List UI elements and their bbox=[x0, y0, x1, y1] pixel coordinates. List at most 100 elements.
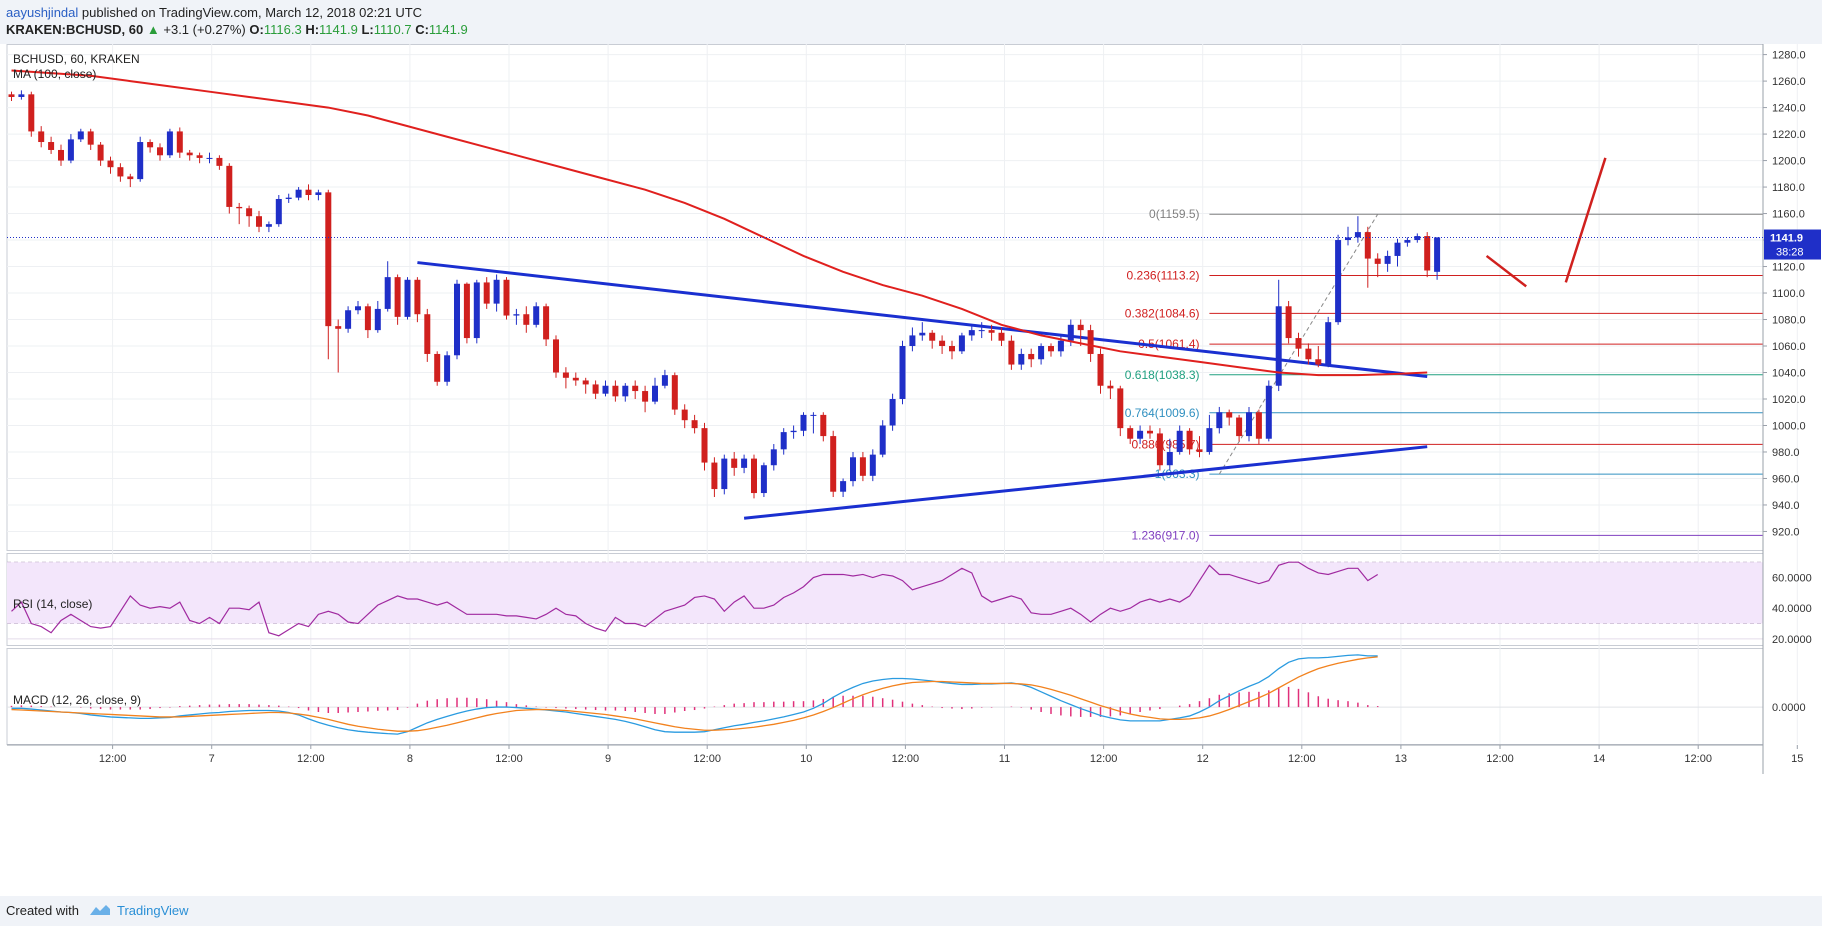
candle-body bbox=[1315, 359, 1322, 365]
candle-body bbox=[483, 282, 490, 304]
candle-body bbox=[1137, 430, 1144, 439]
candle-body bbox=[384, 277, 391, 309]
trendlines bbox=[417, 261, 1428, 520]
candle-body bbox=[404, 279, 411, 317]
candle-body bbox=[889, 398, 896, 426]
candle-body bbox=[1265, 385, 1272, 439]
candle-body bbox=[1374, 258, 1381, 264]
candle-body bbox=[1107, 385, 1114, 389]
candle-body bbox=[1117, 388, 1124, 429]
candle-body bbox=[958, 335, 965, 352]
candle-body bbox=[1206, 428, 1213, 452]
low-label: L: bbox=[361, 22, 374, 37]
last-price-badge bbox=[1764, 229, 1821, 260]
candle-body bbox=[562, 372, 569, 378]
candle-body bbox=[701, 428, 708, 463]
author-link[interactable]: aayushjindal bbox=[6, 5, 79, 20]
candle-body bbox=[1216, 412, 1223, 429]
time-tick-label: 12:00 bbox=[495, 753, 523, 765]
rsi-tick-label: 60.0000 bbox=[1772, 573, 1812, 585]
fib-level-label: 1.236(917.0) bbox=[1131, 528, 1199, 542]
candle-body bbox=[820, 414, 827, 437]
candle-body bbox=[275, 198, 282, 225]
axes: 920.0 940.0 960.0 980.0 1000.0 1020.0 1040.0 10… bbox=[7, 44, 1821, 774]
candle-body bbox=[1008, 340, 1015, 365]
candle-body bbox=[176, 131, 183, 153]
price-tick-label: 1000.0 bbox=[1772, 420, 1806, 432]
candle-body bbox=[48, 142, 55, 150]
candle-body bbox=[1414, 236, 1421, 241]
time-tick-label: 14 bbox=[1593, 753, 1605, 765]
candle-body bbox=[543, 306, 550, 340]
time-tick-label: 12:00 bbox=[892, 753, 920, 765]
candle-body bbox=[1067, 324, 1074, 341]
time-tick-label: 7 bbox=[209, 753, 215, 765]
price-tick-label: 1280.0 bbox=[1772, 50, 1806, 62]
chart-area[interactable]: 0(1159.5)0.236(1113.2)0.382(1084.6)0.5(1… bbox=[0, 44, 1822, 896]
price-tick-label: 1120.0 bbox=[1772, 262, 1805, 274]
candle-body bbox=[622, 385, 629, 397]
fib-level-label: 0.618(1038.3) bbox=[1125, 368, 1200, 382]
candle-body bbox=[830, 436, 837, 492]
time-tick-label: 13 bbox=[1395, 753, 1407, 765]
candle-body bbox=[216, 157, 223, 166]
candle-body bbox=[553, 339, 559, 373]
last-price-label: 1141.9 bbox=[1770, 233, 1803, 245]
candle-body bbox=[1255, 412, 1262, 439]
candle-body bbox=[1364, 232, 1371, 259]
candle-body bbox=[899, 346, 906, 399]
candle-body bbox=[523, 314, 530, 325]
symbol-label: KRAKEN:BCHUSD, 60 bbox=[6, 22, 144, 37]
candle-body bbox=[572, 377, 579, 381]
time-tick-label: 12:00 bbox=[1090, 753, 1118, 765]
time-tick-label: 9 bbox=[605, 753, 611, 765]
candle-body bbox=[661, 375, 668, 386]
candle-body bbox=[166, 131, 173, 156]
rsi-band bbox=[7, 562, 1763, 624]
candle-body bbox=[800, 414, 807, 431]
candle-body bbox=[790, 430, 797, 433]
candle-body bbox=[58, 149, 64, 161]
candle-body bbox=[681, 409, 688, 421]
candle-body bbox=[355, 306, 361, 311]
time-tick-label: 8 bbox=[407, 753, 413, 765]
candle-body bbox=[1087, 330, 1094, 354]
tradingview-logo-icon bbox=[90, 905, 110, 915]
trendline bbox=[417, 261, 1428, 378]
candle-body bbox=[1048, 346, 1054, 352]
close-label: C: bbox=[415, 22, 429, 37]
candle-body bbox=[1275, 306, 1282, 386]
candle-body bbox=[1404, 240, 1411, 243]
footer-bar: Created with TradingView bbox=[0, 896, 1822, 926]
price-tick-label: 1100.0 bbox=[1772, 288, 1805, 300]
open-value: 1116.3 bbox=[263, 22, 302, 37]
ohlc-line: KRAKEN:BCHUSD, 60 ▲ +3.1 (+0.27%) O:1116… bbox=[6, 22, 468, 37]
candle-body bbox=[1166, 451, 1173, 466]
tradingview-link[interactable]: TradingView bbox=[117, 903, 189, 918]
rsi-title: RSI (14, close) bbox=[13, 597, 92, 611]
candle-body bbox=[1295, 338, 1302, 349]
candle-body bbox=[1038, 346, 1045, 360]
time-tick-label: 12:00 bbox=[99, 753, 127, 765]
candle-body bbox=[38, 131, 45, 143]
published-text: published on TradingView.com, March 12, … bbox=[81, 5, 423, 20]
candle-body bbox=[77, 131, 84, 140]
candle-body bbox=[652, 385, 658, 402]
candle-body bbox=[1097, 353, 1104, 386]
candle-body bbox=[869, 454, 876, 476]
candle-body bbox=[1246, 412, 1252, 437]
fib-anchor-line bbox=[1218, 213, 1379, 475]
candle-body bbox=[671, 375, 678, 410]
candle-body bbox=[493, 279, 500, 304]
candles bbox=[8, 90, 1441, 499]
candle-body bbox=[87, 131, 94, 145]
candle-body bbox=[285, 197, 292, 199]
candle-body bbox=[978, 330, 985, 332]
candle-body bbox=[998, 332, 1005, 341]
candle-body bbox=[582, 380, 589, 385]
price-change: +3.1 (+0.27%) bbox=[163, 22, 246, 37]
candle-body bbox=[374, 308, 381, 331]
publish-line: aayushjindal published on TradingView.co… bbox=[6, 5, 422, 20]
price-tick-label: 980.0 bbox=[1772, 447, 1800, 459]
candle-body bbox=[612, 385, 619, 397]
